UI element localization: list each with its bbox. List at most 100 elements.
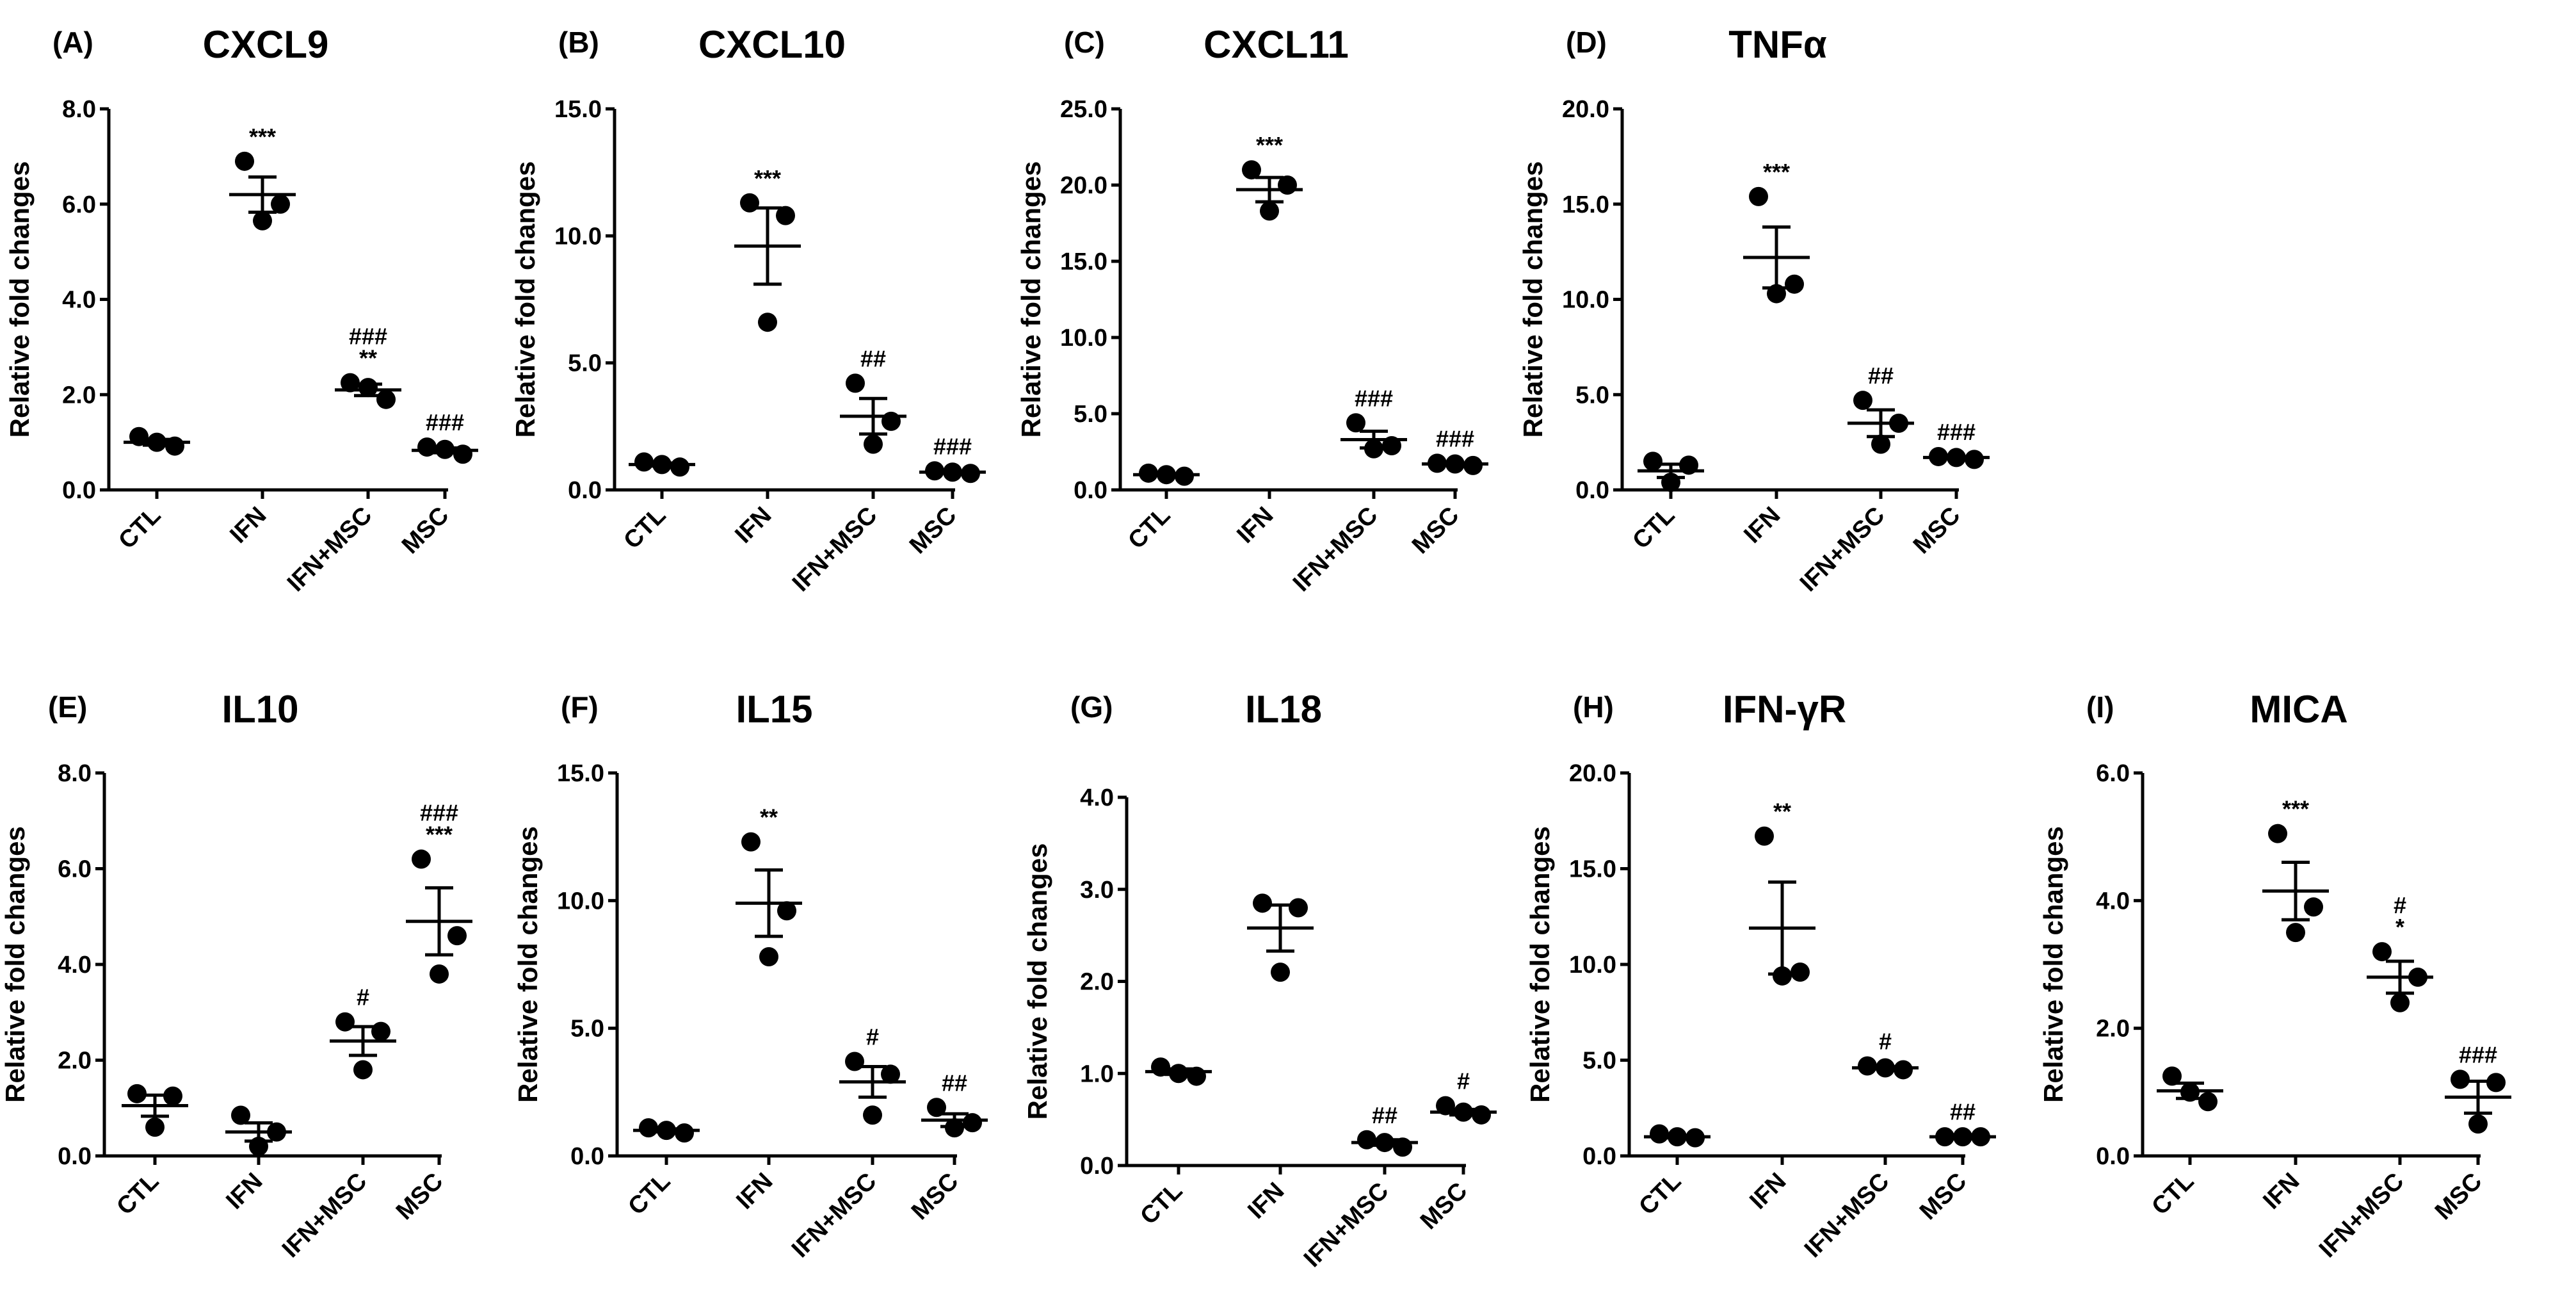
data-point [881, 411, 901, 431]
x-tick-label: CTL [1135, 1178, 1187, 1230]
x-tick-label: MSC [906, 1168, 963, 1225]
panel-title: CXCL10 [698, 23, 846, 66]
series-ifn [1247, 893, 1314, 982]
data-point [1643, 451, 1662, 471]
significance-mark: ## [1950, 1099, 1976, 1125]
significance-mark: ### [349, 323, 387, 350]
series-msc: ### [919, 433, 986, 483]
panel-title: MICA [2250, 688, 2347, 731]
panel-letter: (C) [1064, 26, 1105, 59]
y-tick-label: 0.0 [1080, 1153, 1114, 1180]
panel-g: (G) IL18 0.0 1.0 2.0 3.0 4.0 Relative fold chan… [1022, 688, 1497, 1272]
series-msc: ## [921, 1069, 988, 1138]
data-point [1785, 274, 1804, 294]
x-tick-label: MSC [1407, 502, 1464, 559]
x-tick-label: CTL [113, 502, 166, 555]
x-tick-label: IFN+MSC [1299, 1178, 1394, 1272]
series-ifn: *** [229, 124, 296, 231]
panel-letter: (E) [48, 690, 87, 724]
x-tick-label: IFN [1739, 502, 1785, 549]
y-axis-label: Relative fold changes [1016, 161, 1046, 438]
y-tick-label: 8.0 [58, 760, 92, 787]
y-tick-label: 0.0 [568, 477, 602, 504]
y-tick-label: 10.0 [1060, 325, 1107, 352]
series-ifn-msc: # [1852, 1028, 1919, 1080]
data-point [2268, 824, 2287, 843]
y-axis-label: Relative fold changes [510, 161, 540, 438]
y-axis-label: Relative fold changes [513, 826, 543, 1103]
significance-mark: ### [1355, 385, 1393, 411]
data-point [2468, 1114, 2488, 1134]
x-tick-label: IFN [730, 502, 777, 549]
x-tick-label: IFN+MSC [1795, 502, 1890, 597]
data-point [1773, 966, 1792, 986]
x-tick-label: MSC [2430, 1168, 2487, 1225]
panel-i: (I) MICA 0.0 2.0 4.0 6.0 Relative fold changes… [2038, 688, 2511, 1263]
data-point [1965, 450, 1984, 469]
panel-title: IL10 [221, 688, 298, 731]
x-tick-label: IFN [2258, 1168, 2305, 1215]
y-tick-label: 6.0 [62, 191, 96, 218]
x-tick-label: IFN+MSC [282, 502, 377, 597]
series-msc: ## [1929, 1099, 1996, 1147]
series-msc: ### [2445, 1041, 2511, 1134]
panel-title: CXCL9 [203, 23, 329, 66]
y-tick-label: 0.0 [2096, 1143, 2130, 1170]
y-tick-label: 6.0 [2096, 760, 2130, 787]
y-tick-label: 20.0 [1562, 96, 1609, 123]
data-point [1260, 201, 1279, 221]
series-ifn-msc: #* [2367, 892, 2433, 1012]
series-ifn: *** [2262, 796, 2329, 943]
series-ifn: ** [736, 804, 802, 967]
series-ifn-msc: # [330, 984, 396, 1080]
data-point [846, 373, 865, 393]
data-point [1791, 962, 1810, 982]
x-tick-label: IFN+MSC [787, 502, 882, 597]
panel-c: (C) CXCL11 0.0 5.0 10.0 15.0 20.0 25.0 Relative … [1016, 23, 1488, 597]
series-msc: ### [412, 409, 478, 464]
data-point [1271, 963, 1290, 982]
data-point [335, 1012, 355, 1032]
data-point [145, 1117, 165, 1137]
panel-letter: (G) [1070, 690, 1113, 724]
x-tick-label: CTL [1627, 502, 1680, 555]
data-point [759, 947, 778, 967]
y-tick-label: 20.0 [1569, 760, 1616, 787]
significance-mark: ### [2459, 1041, 2497, 1068]
data-point [2451, 1069, 2470, 1089]
x-tick-label: IFN+MSC [787, 1168, 881, 1263]
y-tick-label: 5.0 [1582, 1048, 1616, 1075]
significance-mark: *** [1763, 159, 1790, 185]
y-tick-label: 4.0 [58, 952, 92, 979]
data-point [740, 193, 759, 213]
series-ifn [225, 1105, 292, 1157]
x-tick-label: CTL [111, 1168, 164, 1221]
series-ctl [633, 1118, 700, 1143]
series-ifn-msc: ## [840, 345, 906, 454]
y-axis-label: Relative fold changes [1518, 161, 1548, 438]
data-point [163, 1086, 182, 1106]
series-ifn-msc: ## [1847, 362, 1914, 454]
y-tick-label: 2.0 [62, 382, 96, 409]
significance-mark: *** [249, 124, 276, 150]
significance-mark: # [1879, 1028, 1892, 1054]
series-msc: ### [1923, 419, 1990, 469]
y-tick-label: 1.0 [1080, 1060, 1114, 1087]
series-ctl [2157, 1066, 2223, 1112]
series-ifn: ** [1749, 799, 1815, 986]
data-point [1749, 186, 1768, 206]
x-tick-label: CTL [2146, 1168, 2199, 1221]
y-tick-label: 5.0 [1074, 401, 1107, 428]
y-tick-label: 5.0 [1575, 382, 1609, 409]
data-point [741, 832, 761, 852]
significance-mark: ### [420, 800, 458, 826]
data-point [2372, 942, 2392, 962]
data-point [777, 901, 796, 921]
significance-mark: # [866, 1023, 879, 1050]
series-ctl [1133, 463, 1200, 486]
y-tick-label: 10.0 [557, 888, 604, 914]
y-tick-label: 0.0 [1074, 477, 1107, 504]
y-tick-label: 4.0 [2096, 888, 2130, 914]
significance-mark: ## [860, 345, 886, 371]
